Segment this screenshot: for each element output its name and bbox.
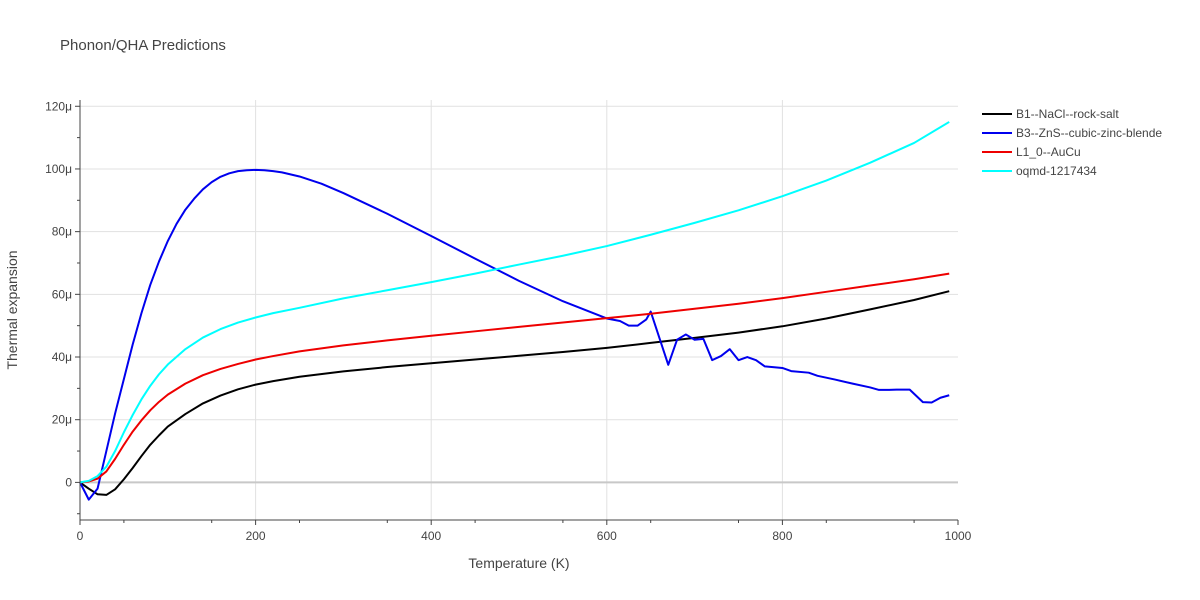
legend[interactable]: B1--NaCl--rock-salt B3--ZnS--cubic-zinc-b… — [982, 107, 1162, 178]
series-line-3 — [79, 121, 950, 484]
x-tick-label: 200 — [246, 529, 266, 543]
series-line-2 — [79, 272, 950, 484]
legend-item[interactable]: B1--NaCl--rock-salt — [982, 107, 1119, 121]
legend-label: L1_0--AuCu — [1016, 145, 1081, 159]
x-tick-label: 1000 — [945, 529, 972, 543]
y-tick-label: 80μ — [52, 225, 72, 239]
series-line-0 — [79, 290, 950, 496]
axes: 0 200 400 600 800 1000 0 20μ 40μ 60μ 80μ 100μ 120μ — [45, 99, 972, 543]
y-tick-label: 60μ — [52, 287, 72, 301]
x-tick-label: 600 — [597, 529, 617, 543]
y-tick-label: 20μ — [52, 413, 72, 427]
legend-label: oqmd-1217434 — [1016, 164, 1097, 178]
chart-title: Phonon/QHA Predictions — [60, 37, 226, 54]
y-tick-label: 40μ — [52, 350, 72, 364]
legend-label: B1--NaCl--rock-salt — [1016, 107, 1119, 121]
x-tick-label: 800 — [772, 529, 792, 543]
legend-label: B3--ZnS--cubic-zinc-blende — [1016, 126, 1162, 140]
legend-item[interactable]: L1_0--AuCu — [982, 145, 1081, 159]
series-line-1 — [79, 168, 950, 501]
legend-item[interactable]: oqmd-1217434 — [982, 164, 1097, 178]
x-tick-label: 400 — [421, 529, 441, 543]
y-tick-label: 0 — [65, 475, 72, 489]
legend-item[interactable]: B3--ZnS--cubic-zinc-blende — [982, 126, 1162, 140]
plot-series — [79, 121, 950, 501]
y-axis-title: Thermal expansion — [4, 250, 20, 369]
grid — [80, 100, 958, 520]
y-tick-label: 120μ — [45, 99, 72, 113]
y-tick-label: 100μ — [45, 162, 72, 176]
x-tick-label: 0 — [77, 529, 84, 543]
x-axis-title: Temperature (K) — [468, 555, 569, 571]
